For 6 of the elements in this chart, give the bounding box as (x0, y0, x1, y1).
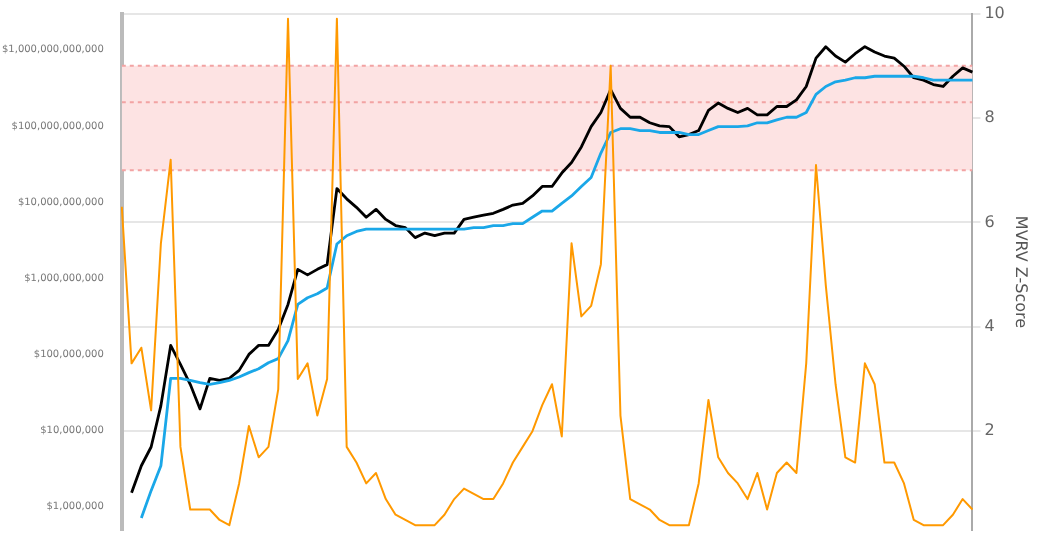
y2-axis-title: MVRV Z-Score (1012, 215, 1031, 329)
y2-tick-label: 10 (984, 3, 1005, 22)
y2-tick-label: 2 (984, 421, 995, 440)
y2-tick-label: 8 (984, 108, 995, 127)
y2-tick-label: 6 (984, 212, 995, 231)
y2-tick-label: 4 (984, 316, 995, 335)
